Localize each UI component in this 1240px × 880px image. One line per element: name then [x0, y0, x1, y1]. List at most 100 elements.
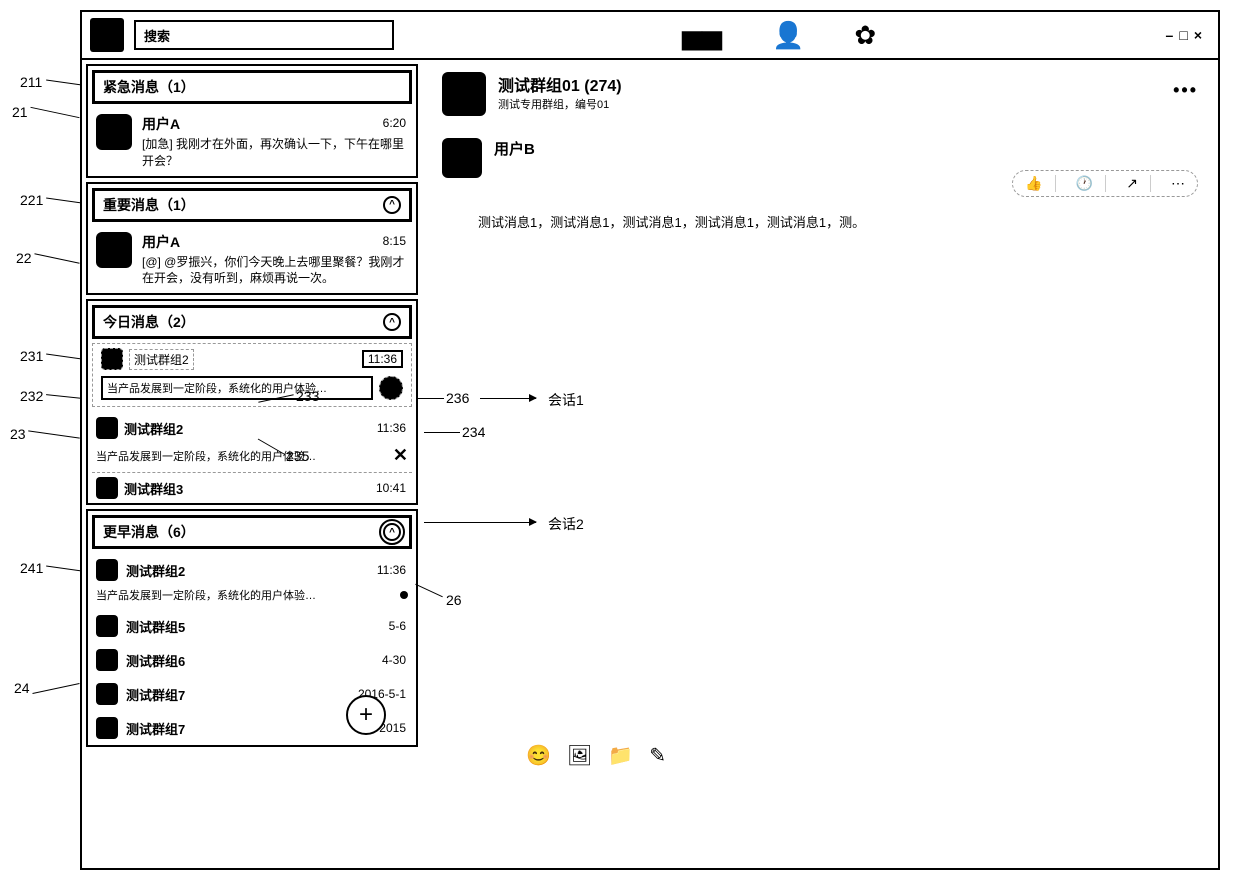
- folder-icon[interactable]: 📁: [608, 743, 633, 768]
- collapse-icon[interactable]: ^: [383, 523, 401, 541]
- callout-221: 221: [20, 192, 43, 208]
- leader-211: [46, 79, 82, 85]
- avatar: [96, 114, 132, 150]
- close-button[interactable]: ×: [1194, 27, 1208, 43]
- leader-23: [28, 430, 80, 438]
- more-r2-time: 5-6: [389, 619, 406, 633]
- section-important-header[interactable]: 重要消息（1） ^: [92, 188, 412, 222]
- app-logo[interactable]: [90, 18, 124, 52]
- collapse-icon[interactable]: ^: [383, 313, 401, 331]
- more-row-1[interactable]: 测试群组2 11:36: [88, 553, 416, 587]
- avatar: [96, 615, 118, 637]
- more-row-2[interactable]: 测试群组5 5-6: [88, 609, 416, 643]
- avatar: [96, 559, 118, 581]
- message-actions: 👍 🕐 ↗ ⋯: [1012, 170, 1198, 197]
- contacts-icon[interactable]: 👤: [772, 20, 804, 51]
- urgent-item[interactable]: 用户A [加急] 我刚才在外面，再次确认一下，下午在哪里开会？ 6:20: [88, 108, 416, 176]
- chat-header: 测试群组01 (274) 测试专用群组，编号01 •••: [426, 60, 1218, 128]
- important-item-name: 用户A: [142, 232, 408, 252]
- today-row1-preview: 当产品发展到一定阶段，系统化的用户体验…: [101, 376, 373, 400]
- section-today-title: 今日消息（2）: [103, 312, 195, 332]
- more-icon[interactable]: ⋯: [1167, 175, 1189, 192]
- close-x-icon[interactable]: ✕: [393, 445, 408, 466]
- callout-232: 232: [20, 388, 43, 404]
- chat-icon[interactable]: ▅▅: [682, 20, 722, 51]
- sender-name: 用户B: [494, 138, 535, 178]
- today-row1-time: 11:36: [362, 350, 403, 368]
- avatar: [101, 348, 123, 370]
- avatar: [96, 417, 118, 439]
- leader-22: [34, 253, 79, 264]
- chat-avatar[interactable]: [442, 72, 486, 116]
- settings-icon[interactable]: ✿: [854, 20, 876, 51]
- maximize-button[interactable]: □: [1179, 27, 1193, 43]
- callout-241: 241: [20, 560, 43, 576]
- avatar: [96, 232, 132, 268]
- callout-21: 21: [12, 104, 28, 120]
- section-more-title: 更早消息（6）: [103, 522, 195, 542]
- more-r3-time: 4-30: [382, 653, 406, 667]
- top-nav-icons: ▅▅ 👤 ✿: [682, 20, 876, 51]
- more-r1-name: 测试群组2: [126, 561, 185, 580]
- window-controls: –□×: [1166, 27, 1208, 43]
- section-more: 更早消息（6） ^ 测试群组2 11:36 当产品发展到一定阶段，系统化的用户体…: [86, 509, 418, 747]
- emoji-icon[interactable]: 😊: [526, 743, 551, 768]
- search-input[interactable]: 搜索: [134, 20, 394, 50]
- unread-dot-icon: [379, 376, 403, 400]
- callout-23: 23: [10, 426, 26, 442]
- urgent-item-preview: [加急] 我刚才在外面，再次确认一下，下午在哪里开会？: [142, 136, 408, 170]
- callout-22: 22: [16, 250, 32, 266]
- today-row2-preview-row: 当产品发展到一定阶段，系统化的用户体验… ✕: [88, 443, 416, 472]
- leader-241: [46, 565, 82, 571]
- message-text: 测试消息1，测试消息1，测试消息1，测试消息1，测试消息1，测。: [478, 212, 1218, 231]
- like-icon[interactable]: 👍: [1021, 175, 1046, 192]
- important-item[interactable]: 用户A [@] @罗振兴，你们今天晚上去哪里聚餐？我刚才在开会，没有听到，麻烦再…: [88, 226, 416, 294]
- today-row-1[interactable]: 测试群组2 11:36: [93, 344, 411, 374]
- today-row-2[interactable]: 测试群组2 11:36: [88, 413, 416, 443]
- today-row2-time: 11:36: [377, 421, 406, 435]
- share-icon[interactable]: ↗: [1122, 175, 1142, 192]
- app-window: 搜索 ▅▅ 👤 ✿ –□× 紧急消息（1） 用户A [加急] 我刚才在外面，再次…: [80, 10, 1220, 870]
- urgent-item-time: 6:20: [383, 116, 406, 130]
- section-urgent: 紧急消息（1） 用户A [加急] 我刚才在外面，再次确认一下，下午在哪里开会？ …: [86, 64, 418, 178]
- today-row2-name: 测试群组2: [124, 419, 183, 438]
- section-more-header[interactable]: 更早消息（6） ^: [92, 515, 412, 549]
- sender-avatar[interactable]: [442, 138, 482, 178]
- section-urgent-title: 紧急消息（1）: [103, 77, 195, 97]
- section-urgent-header[interactable]: 紧急消息（1）: [92, 70, 412, 104]
- image-icon[interactable]: 🖼: [567, 743, 592, 768]
- important-item-time: 8:15: [383, 234, 406, 248]
- dot-icon: [400, 591, 408, 599]
- chat-more-icon[interactable]: •••: [1173, 80, 1198, 101]
- input-toolbar: 😊 🖼 📁 ✎: [526, 743, 666, 768]
- more-r3-name: 测试群组6: [126, 651, 185, 670]
- sidebar: 紧急消息（1） 用户A [加急] 我刚才在外面，再次确认一下，下午在哪里开会？ …: [82, 60, 422, 868]
- leader-24: [32, 683, 79, 694]
- today-row3-time: 10:41: [376, 481, 406, 495]
- urgent-item-name: 用户A: [142, 114, 408, 134]
- section-important: 重要消息（1） ^ 用户A [@] @罗振兴，你们今天晚上去哪里聚餐？我刚才在开…: [86, 182, 418, 296]
- today-row3-name: 测试群组3: [124, 479, 183, 498]
- avatar: [96, 477, 118, 499]
- avatar: [96, 683, 118, 705]
- chat-area: 测试群组01 (274) 测试专用群组，编号01 ••• 用户B 测试消息1，测…: [426, 60, 1218, 868]
- today-row-3[interactable]: 测试群组3 10:41: [88, 473, 416, 503]
- add-fab-button[interactable]: +: [346, 695, 386, 735]
- leader-21: [30, 107, 79, 118]
- clock-icon[interactable]: 🕐: [1072, 175, 1097, 192]
- callout-211: 211: [20, 74, 42, 90]
- top-bar: 搜索 ▅▅ 👤 ✿ –□×: [82, 12, 1218, 60]
- edit-icon[interactable]: ✎: [649, 743, 666, 768]
- more-r1-preview: 当产品发展到一定阶段，系统化的用户体验…: [96, 587, 400, 603]
- minimize-button[interactable]: –: [1166, 27, 1180, 43]
- today-row2-preview: 当产品发展到一定阶段，系统化的用户体验…: [96, 448, 387, 464]
- avatar: [96, 649, 118, 671]
- more-row-3[interactable]: 测试群组6 4-30: [88, 643, 416, 677]
- callout-24: 24: [14, 680, 30, 696]
- collapse-icon[interactable]: ^: [383, 196, 401, 214]
- chat-subtitle: 测试专用群组，编号01: [498, 96, 622, 112]
- leader-231: [46, 353, 82, 359]
- leader-232: [46, 394, 82, 399]
- today-row1-name: 测试群组2: [129, 349, 194, 370]
- section-today-header[interactable]: 今日消息（2） ^: [92, 305, 412, 339]
